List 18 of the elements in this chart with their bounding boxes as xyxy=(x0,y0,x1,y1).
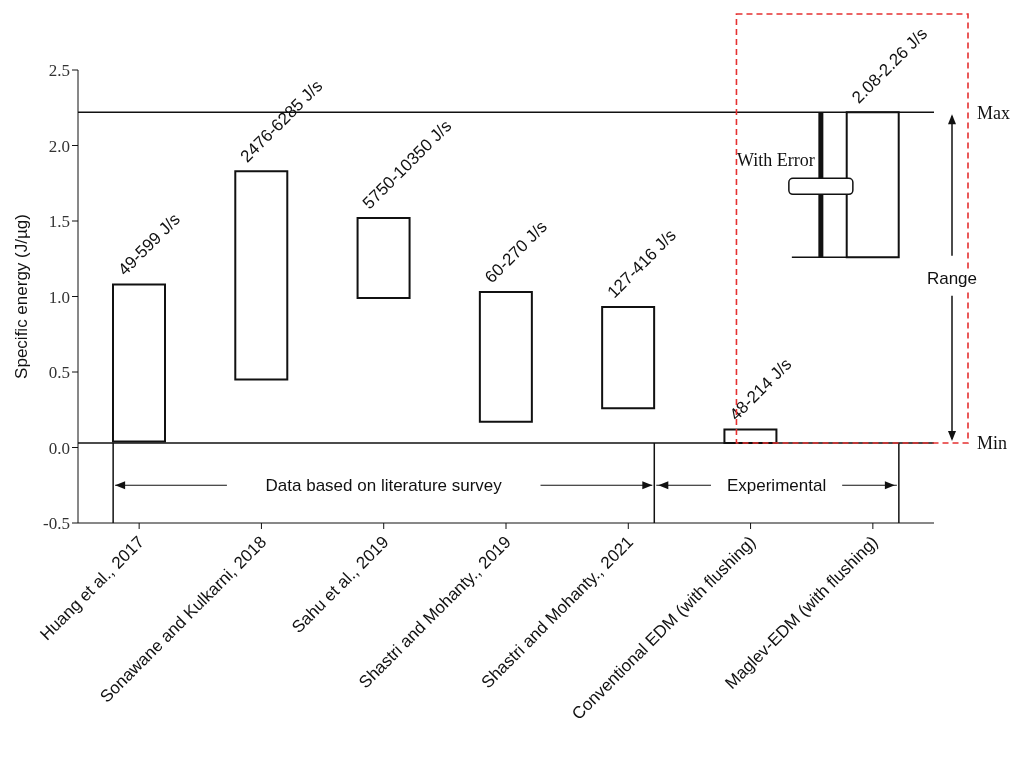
ref-line-label: Min xyxy=(977,433,1008,454)
annotation: Data based on literature survey xyxy=(265,476,503,496)
bar xyxy=(234,170,289,381)
annotation: Experimental xyxy=(726,476,827,496)
annotation: With Error xyxy=(737,150,815,171)
y-tick-label: -0.5 xyxy=(43,514,70,534)
y-tick-label: 0.5 xyxy=(48,363,70,383)
y-axis-title: Specific energy (J/µg) xyxy=(12,214,32,379)
bar xyxy=(478,290,533,423)
y-tick-label: 2.0 xyxy=(48,136,70,156)
y-tick-label: 1.0 xyxy=(48,287,70,307)
annotation: Range xyxy=(926,268,978,288)
y-tick-label: 0.0 xyxy=(48,438,70,458)
y-tick-label: 1.5 xyxy=(48,212,70,232)
bar xyxy=(601,306,656,410)
y-tick-label: 2.5 xyxy=(48,61,70,81)
bar xyxy=(356,216,411,300)
ref-line-label: Max xyxy=(977,102,1010,123)
